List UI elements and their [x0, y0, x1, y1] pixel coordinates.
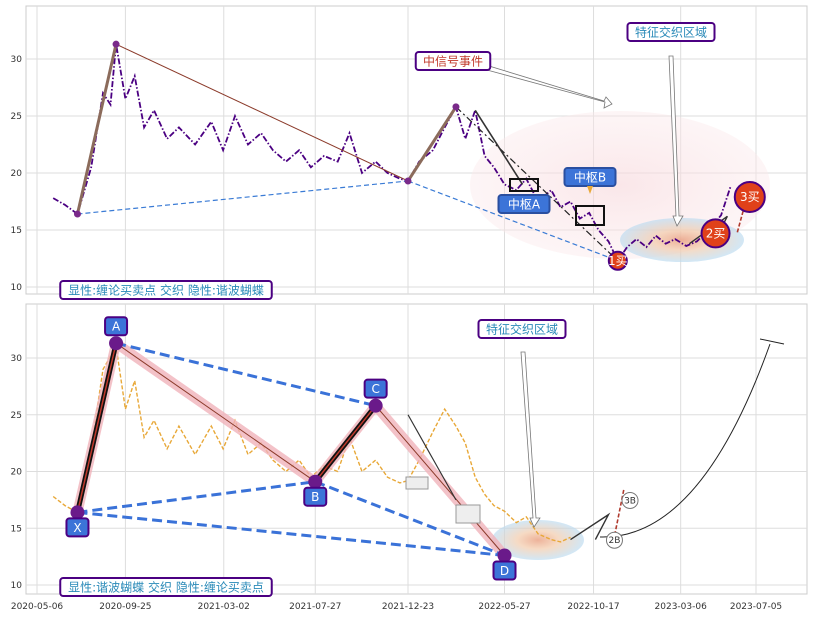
harmonic-label-box: [363, 378, 388, 399]
top-annotation: 中信号事件: [423, 54, 483, 69]
top-decline-stroke: [474, 109, 524, 185]
top-annotation-box: [59, 280, 273, 300]
x-tick-label: 2021-12-23: [382, 602, 434, 612]
y-tick-label: 25: [11, 411, 22, 421]
y-tick-label: 30: [11, 354, 23, 364]
top-wave-segment: [407, 180, 619, 262]
harmonic-point-marker: [497, 548, 512, 563]
top-feature-arrow: [668, 55, 684, 227]
harmonic-point-marker: [109, 336, 124, 351]
top-decline-trend: [455, 106, 619, 262]
zone-b-box: [575, 205, 605, 226]
x-tick-label: 2020-05-06: [11, 602, 64, 612]
buy-point-label: 2买: [706, 226, 726, 240]
bottom-small-box-1: [405, 476, 429, 490]
harmonic-retrace-leg: [375, 405, 505, 556]
signal-event-arrow: [486, 65, 613, 109]
y-tick-label: 15: [11, 226, 22, 236]
bottom-buy-label: 3B: [624, 496, 636, 506]
series-layer: [52, 40, 751, 563]
x-tick-label: 2022-10-17: [567, 602, 619, 612]
bottom-third-buy-path: [613, 488, 625, 536]
bottom-feature-arrow: [520, 351, 541, 528]
harmonic-point-marker: [368, 398, 383, 413]
zone-label-box: [497, 194, 551, 214]
harmonic-point-marker: [308, 474, 323, 489]
zone-label: 中枢B: [574, 170, 606, 185]
bottom-annotation: 特征交织区域: [486, 322, 558, 337]
harmonic-label: B: [311, 490, 319, 504]
harmonic-ratio-line: [77, 510, 505, 557]
harmonic-label: X: [73, 521, 81, 535]
harmonic-label: D: [500, 564, 509, 578]
buy-point-marker: [733, 180, 766, 213]
top-wave-segment: [406, 106, 458, 182]
bottom-annotation-box: [477, 319, 567, 339]
top-pivot-point: [404, 177, 412, 185]
x-tick-label: 2021-03-02: [198, 602, 250, 612]
y-tick-label: 25: [11, 112, 22, 122]
bottom-buy-marker: [605, 531, 623, 549]
harmonic-ratio-line: [77, 480, 316, 514]
y-tick-label: 30: [11, 55, 23, 65]
y-tick-label: 10: [11, 283, 23, 293]
harmonic-label-box: [65, 517, 90, 538]
top-annotation: 特征交织区域: [635, 25, 707, 40]
harmonic-retrace-leg: [115, 342, 316, 483]
x-tick-label: 2020-09-25: [99, 602, 151, 612]
top-annotation-box: [626, 22, 716, 42]
harmonic-ratio-line: [314, 480, 506, 557]
bottom-small-box-2: [455, 504, 481, 524]
buy-point-label: 1买: [608, 254, 628, 268]
zone-a-box: [509, 178, 539, 192]
y-tick-label: 20: [11, 468, 23, 478]
bottom-decline-stroke: [407, 414, 457, 501]
top-wave-segment: [77, 180, 409, 215]
harmonic-label: C: [371, 382, 379, 396]
top-pivot-point: [452, 103, 460, 111]
bottom-buy-label: 2B: [609, 536, 621, 546]
bottom-feature-zone: [492, 520, 584, 560]
x-tick-label: 2023-03-06: [655, 602, 708, 612]
bottom-annotation-box: [59, 577, 273, 597]
y-tick-label: 20: [11, 169, 23, 179]
harmonic-impulse-core: [314, 405, 377, 483]
top-wave-segment: [76, 43, 118, 215]
top-annotation-box: [414, 51, 492, 71]
x-tick-label: 2023-07-05: [730, 602, 782, 612]
harmonic-label-box: [492, 560, 517, 581]
buy-point-marker: [700, 218, 731, 249]
bottom-projection-cap: [759, 338, 785, 345]
buy-point-marker: [607, 250, 628, 271]
x-tick-label: 2021-07-27: [289, 602, 341, 612]
zone-label: 中枢A: [508, 197, 541, 212]
top-pivot-point: [73, 210, 81, 218]
bottom-projection-arc: [599, 343, 771, 538]
overlay-layer: [405, 55, 785, 538]
zone-b-pointer: [587, 186, 593, 194]
top-wave-segment: [115, 43, 409, 182]
y-tick-label: 10: [11, 581, 23, 591]
harmonic-impulse-core: [76, 343, 117, 513]
y-tick-label: 15: [11, 524, 22, 534]
harmonic-label: A: [112, 320, 121, 334]
harmonic-label-box: [104, 316, 129, 337]
buy-point-label: 3买: [740, 190, 760, 204]
bottom-rebound-stroke: [570, 512, 611, 541]
harmonic-point-marker: [70, 505, 85, 520]
bottom-buy-marker: [621, 491, 639, 509]
bottom-annotation: 显性:谐波蝴蝶 交织 隐性:缠论买卖点: [68, 580, 264, 595]
x-tick-label: 2022-05-27: [478, 602, 530, 612]
harmonic-label-box: [303, 486, 328, 507]
top-annotation: 显性:缠论买卖点 交织 隐性:谐波蝴蝶: [68, 283, 264, 298]
top-pivot-point: [112, 40, 120, 48]
